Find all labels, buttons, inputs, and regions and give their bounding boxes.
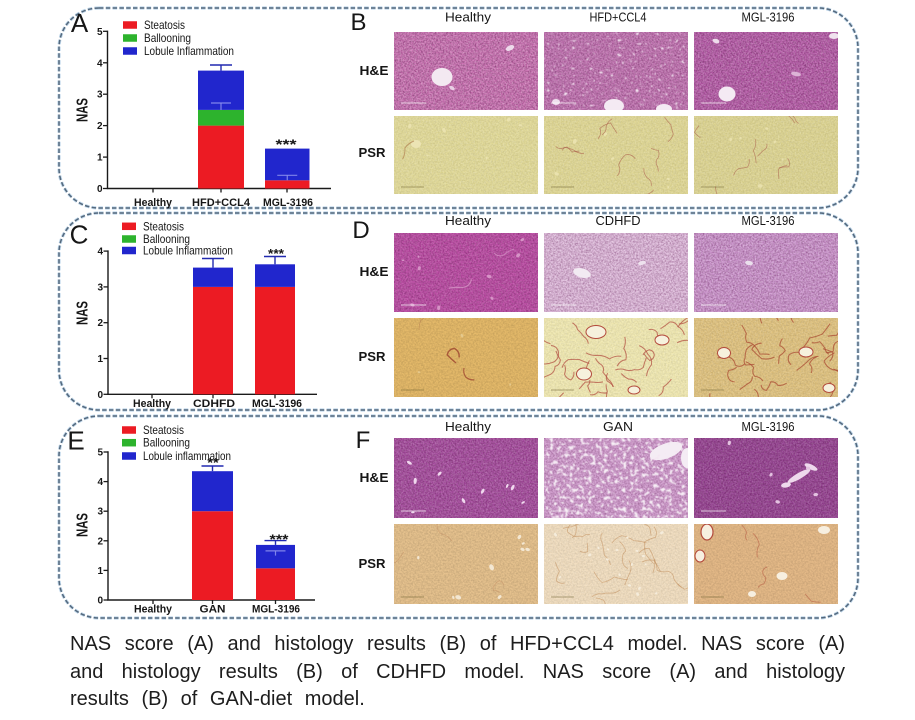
svg-text:Healthy: Healthy [133,398,172,410]
svg-text:Ballooning: Ballooning [144,31,191,45]
svg-text:Healthy: Healthy [134,197,173,209]
svg-text:3: 3 [97,507,103,518]
svg-text:0: 0 [97,184,103,195]
svg-text:3: 3 [97,90,103,101]
svg-text:CDHFD: CDHFD [193,398,235,410]
svg-text:MGL-3196: MGL-3196 [252,604,300,616]
svg-text:B: B [350,9,366,36]
svg-text:PSR: PSR [359,350,386,364]
svg-text:PSR: PSR [359,146,386,160]
svg-text:HFD+CCL4: HFD+CCL4 [192,197,251,209]
svg-text:1: 1 [97,354,103,365]
svg-text:Lobule inflammation: Lobule inflammation [143,449,231,463]
svg-text:Ballooning: Ballooning [143,436,190,450]
svg-text:2: 2 [97,318,103,329]
svg-text:NAS: NAS [75,513,92,537]
svg-text:Healthy: Healthy [445,214,492,228]
svg-text:5: 5 [97,27,103,38]
svg-text:NAS: NAS [75,301,92,325]
svg-text:5: 5 [97,448,103,459]
svg-text:F: F [356,427,371,454]
svg-text:***: *** [276,136,298,152]
svg-text:MGL-3196: MGL-3196 [742,11,795,25]
svg-text:H&E: H&E [360,471,389,485]
svg-text:E: E [67,426,84,456]
svg-text:***: *** [268,247,284,261]
svg-text:GAN: GAN [200,604,226,616]
svg-text:1: 1 [97,566,103,577]
svg-text:Healthy: Healthy [134,604,173,616]
svg-text:C: C [70,220,89,250]
svg-text:Healthy: Healthy [445,11,492,25]
svg-text:D: D [352,217,369,244]
svg-text:4: 4 [97,477,103,488]
svg-text:Healthy: Healthy [445,420,492,434]
svg-text:0: 0 [97,390,103,401]
svg-text:1: 1 [97,153,103,164]
svg-text:MGL-3196: MGL-3196 [263,197,313,209]
svg-text:***: *** [270,532,290,547]
svg-text:HFD+CCL4: HFD+CCL4 [590,11,647,25]
svg-text:Lobule Inflammation: Lobule Inflammation [144,44,234,58]
svg-text:Steatosis: Steatosis [143,423,184,437]
svg-text:H&E: H&E [360,265,389,279]
svg-text:PSR: PSR [359,557,386,571]
svg-text:Steatosis: Steatosis [144,18,185,32]
svg-text:0: 0 [97,596,103,607]
svg-text:4: 4 [97,247,103,258]
svg-text:GAN: GAN [603,420,633,434]
svg-text:A: A [71,8,89,38]
svg-text:2: 2 [97,121,103,132]
svg-text:Ballooning: Ballooning [143,232,190,246]
svg-text:H&E: H&E [360,64,389,78]
svg-text:CDHFD: CDHFD [596,214,641,228]
svg-text:MGL-3196: MGL-3196 [742,214,795,228]
svg-text:4: 4 [97,58,103,69]
svg-text:**: ** [207,455,220,470]
svg-text:2: 2 [97,536,103,547]
svg-text:Steatosis: Steatosis [143,219,184,233]
svg-text:Lobule Inflammation: Lobule Inflammation [143,244,233,258]
svg-text:NAS: NAS [75,98,92,122]
svg-text:MGL-3196: MGL-3196 [742,420,795,434]
svg-text:MGL-3196: MGL-3196 [252,398,302,410]
svg-text:3: 3 [97,282,103,293]
